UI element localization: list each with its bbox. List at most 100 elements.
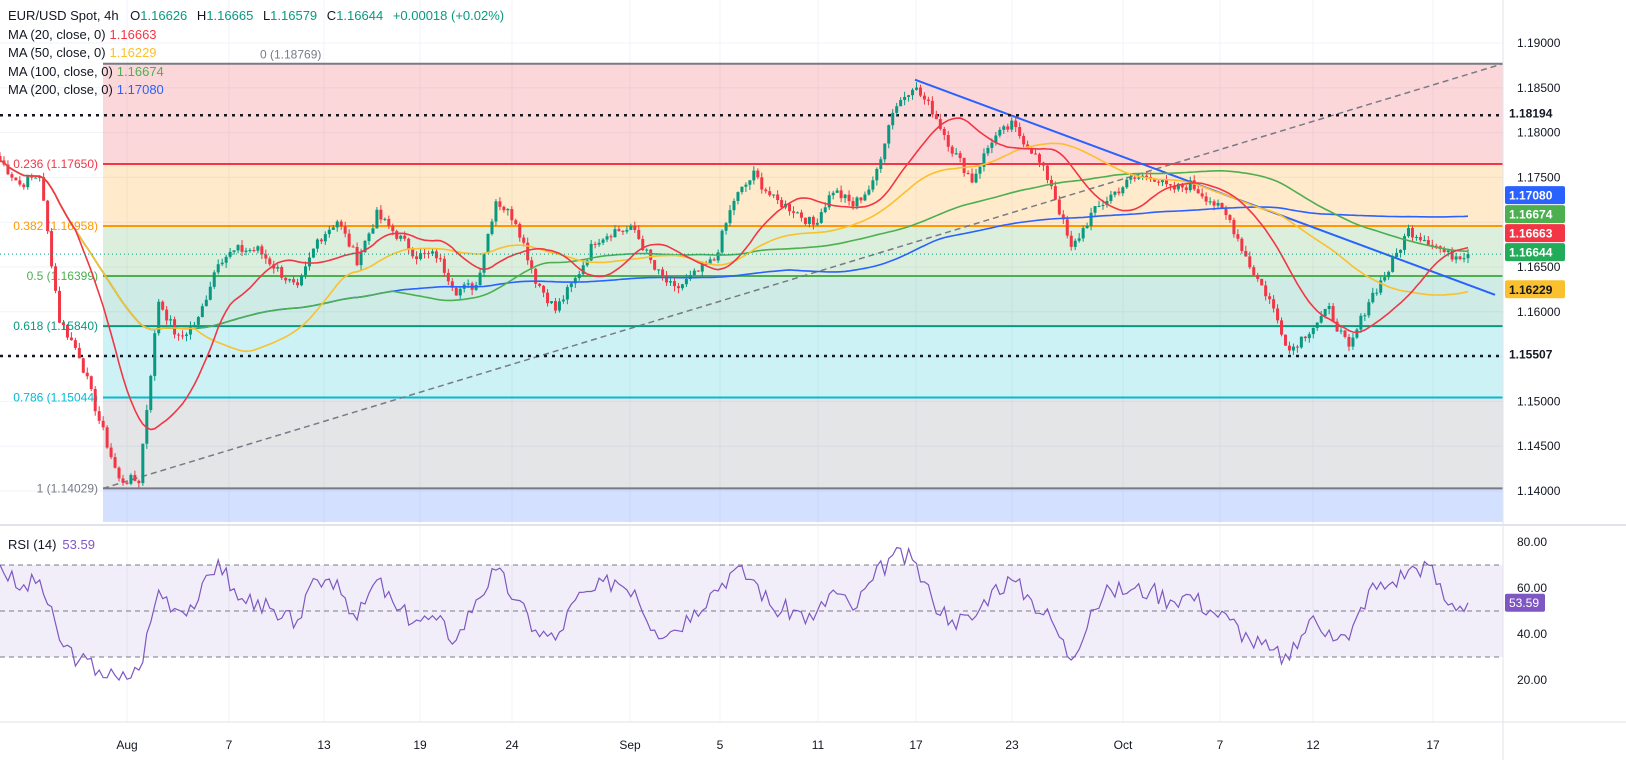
rsi-legend[interactable]: RSI (14) 53.59	[8, 537, 95, 552]
candle-body	[502, 206, 506, 211]
candle-body	[288, 279, 292, 281]
candle-body	[1077, 238, 1081, 241]
candle-body	[331, 227, 335, 230]
candle	[665, 271, 669, 287]
candle	[1367, 299, 1371, 318]
indicator-ma20[interactable]: MA (20, close, 0) 1.16663	[8, 26, 504, 45]
price-badge-bg	[1505, 205, 1565, 224]
candle-body	[1137, 177, 1141, 179]
candle-body	[549, 301, 553, 304]
candle-body	[208, 286, 212, 300]
candle-body	[375, 209, 379, 229]
price-badge-label: 1.16229	[1509, 283, 1553, 297]
candle-body	[1410, 228, 1414, 238]
candle	[300, 273, 304, 287]
candle	[807, 216, 811, 228]
price-tick-label: 1.18500	[1517, 81, 1561, 95]
candle-body	[442, 258, 446, 273]
price-badge-label: 1.16663	[1509, 227, 1553, 241]
candle	[506, 208, 510, 216]
candle-body	[823, 207, 827, 213]
rsi-tick-label: 20.00	[1517, 673, 1547, 687]
candle	[184, 332, 188, 342]
candle-body	[50, 231, 54, 267]
candle-body	[593, 243, 597, 245]
indicator-label: MA (20, close, 0)	[8, 26, 106, 42]
candle-body	[1287, 345, 1291, 351]
candle	[907, 94, 911, 102]
candle	[419, 248, 423, 261]
candle	[216, 259, 220, 275]
candle-body	[716, 252, 720, 261]
candle-body	[1073, 240, 1077, 247]
ma-20-line	[0, 117, 1469, 431]
candle-body	[379, 209, 383, 220]
candle	[1069, 230, 1073, 251]
price-badge: 1.18194	[1505, 104, 1565, 123]
candle-body	[1379, 280, 1383, 293]
indicator-ma50[interactable]: MA (50, close, 0) 1.16229	[8, 44, 504, 63]
candle-body	[657, 269, 661, 271]
indicator-ma200[interactable]: MA (200, close, 0) 1.17080	[8, 81, 504, 100]
candle	[899, 97, 903, 107]
candle-body	[240, 245, 244, 252]
candle	[1208, 197, 1212, 205]
candle	[1010, 117, 1014, 133]
candle-body	[1026, 144, 1030, 148]
candle	[799, 209, 803, 222]
candle-body	[728, 210, 732, 224]
candle-body	[569, 283, 573, 288]
candle	[1430, 239, 1434, 250]
symbol-title[interactable]: EUR/USD Spot, 4h	[8, 8, 119, 23]
ohlc-low: 1.16579	[270, 8, 318, 23]
candle	[1053, 181, 1057, 200]
candle-body	[827, 195, 831, 208]
ohlc-close: 1.16644	[336, 8, 384, 23]
candle	[101, 416, 105, 431]
price-badge: 1.16663	[1505, 224, 1565, 243]
candle	[232, 250, 236, 255]
candle	[458, 286, 462, 300]
candle	[367, 232, 371, 245]
candle-body	[1208, 201, 1212, 203]
candle	[1196, 185, 1200, 194]
candle-body	[1224, 208, 1228, 216]
candle-body	[1414, 236, 1418, 238]
candle-body	[1311, 327, 1315, 335]
candle-body	[1264, 285, 1268, 297]
candle	[1188, 176, 1192, 193]
candle	[10, 172, 14, 182]
candle	[1359, 313, 1363, 334]
candle	[1045, 164, 1049, 184]
candle-body	[676, 286, 680, 289]
candle	[1260, 278, 1264, 286]
candle-body	[1291, 346, 1295, 351]
candle	[327, 226, 331, 238]
time-tick-label: Oct	[1114, 738, 1133, 752]
candle	[379, 205, 383, 224]
candle-body	[1172, 185, 1176, 190]
candle-body	[343, 226, 347, 234]
candle-body	[1236, 234, 1240, 239]
candle-body	[1117, 191, 1121, 194]
indicator-ma100[interactable]: MA (100, close, 0) 1.16674	[8, 63, 504, 82]
candle-body	[1133, 177, 1137, 179]
candle	[526, 237, 530, 265]
symbol-row: EUR/USD Spot, 4h O1.16626 H1.16665 L1.16…	[8, 7, 504, 26]
candle-body	[871, 180, 875, 190]
candle	[113, 453, 117, 469]
candle	[22, 182, 26, 190]
candle-body	[1184, 187, 1188, 191]
candle-body	[605, 236, 609, 240]
candle-body	[1406, 228, 1410, 237]
candle	[546, 289, 550, 307]
indicator-value: 1.17080	[116, 82, 164, 97]
candle-body	[522, 237, 526, 243]
candle-body	[1391, 256, 1395, 272]
candle-body	[430, 251, 434, 254]
candle-body	[1113, 191, 1117, 195]
candle	[117, 466, 121, 482]
time-tick-label: 7	[226, 738, 233, 752]
candle-body	[1307, 334, 1311, 339]
